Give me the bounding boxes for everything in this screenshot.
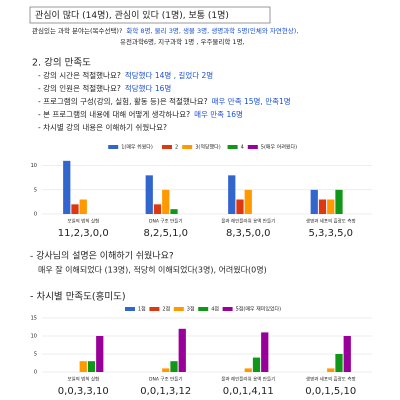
bar [145,175,153,214]
bar [252,357,261,372]
bar [71,204,79,214]
legend-swatch [247,145,258,149]
bar [261,332,269,372]
bar [170,209,178,214]
legend-label: 4점 [211,306,219,313]
section-title: 2. 강의 만족도 [32,58,91,69]
legend-label: 3점 [187,306,195,313]
category-value-label: 11,2,3,0,0 [58,228,109,239]
legend-swatch [108,145,119,149]
category-value-label: 5,3,3,5,0 [308,228,353,239]
bar [178,328,186,372]
legend-swatch [227,145,238,149]
bar [236,199,244,214]
legend-swatch [162,145,172,149]
bar [87,361,96,372]
question-line: - 차시별 강의 내용은 이해하기 쉬웠나요? [38,122,167,132]
x-tick-label: 보일의 법칙 실험 [67,376,99,383]
bar [79,199,87,214]
y-tick-label: 10 [31,334,37,340]
question: - 강의 시간은 적절했나요? [38,70,121,80]
section-title: - 차시별 만족도(흥미도) [30,291,126,303]
question: - 강의 인원은 적절했나요? [38,83,121,93]
answer: 적당했다 14명 , 길었다 2명 [125,70,213,80]
question-line: - 강의 인원은 적절했나요? 적당했다 16명 [38,83,171,93]
legend-swatch [198,307,209,311]
bar [63,160,71,214]
question-line: - 강의 시간은 적절했나요? 적당했다 14명 , 길었다 2명 [38,70,213,80]
x-tick-label: 보일의 법칙 실험 [67,218,99,225]
bar [244,368,252,372]
answer-box [29,6,271,24]
bar [228,175,236,214]
legend-swatch [222,307,233,311]
bar [327,368,335,372]
y-tick-label: 0 [34,212,37,218]
question-line: - 본 프로그램의 내용에 대해 어떻게 생각하나요? 매우 만족 16명 [38,109,243,119]
bar [170,361,178,372]
category-value-label: 8,3,5,0,0 [226,228,271,239]
question-line: - 프로그램의 구성(강의, 실험, 활동 등)은 적절했나요? 매우 만족 15… [38,96,291,106]
legend-label: 5(매우 어려웠다) [261,144,297,151]
question: - 본 프로그램의 내용에 대해 어떻게 생각하나요? [38,109,190,119]
answer: 화학 8명, 물리 3명, 생물 3명, 생명과학 5명(인체와 자연현상), [126,26,298,35]
bar [335,189,343,214]
legend-label: 1점 [138,306,146,313]
interest-answer: 관심이 많다 (14명), 관심이 있다 (1명), 보통 (1명) [35,9,229,21]
y-tick-label: 5 [34,352,37,358]
question: - 프로그램의 구성(강의, 실험, 활동 등)은 적절했나요? [38,96,208,106]
x-tick-label: 생명과 세포의 흡광도 측정 [306,218,356,225]
x-tick-label: 생명과 세포의 흡광도 측정 [306,376,356,383]
legend-label: 4 [241,145,244,151]
bar [153,204,162,214]
legend-label: 3(적당했다) [195,144,221,151]
legend-swatch [149,307,160,311]
category-value-label: 0,0,1,4,11 [223,386,274,397]
bar [244,189,252,214]
x-tick-label: 물과 레인플라워 용액 만들기 [221,218,275,225]
x-tick-label: DNA 구조 만들기 [149,218,182,225]
y-tick-label: 5 [34,187,37,193]
legend-swatch [182,145,193,149]
x-tick-label: DNA 구조 만들기 [149,376,182,383]
bar [343,336,351,372]
question: - 강사님의 설명은 이해하기 쉬웠나요? [30,251,174,262]
interest-field: 관심있는 과학 분야는(복수선택)? 화학 8명, 물리 3명, 생물 3명, 생… [32,26,298,35]
category-value-label: 8,2,5,1,0 [143,228,188,239]
category-value-label: 0,0,3,3,10 [58,386,109,397]
answer: 매우 잘 이해되었다 (13명), 적당히 이해되었다(3명), 어려웠다(0명… [38,265,267,275]
question: 관심있는 과학 분야는(복수선택)? [32,26,122,35]
y-tick-label: 0 [34,370,37,376]
bar [162,189,170,214]
answer: 매우 만족 16명 [194,109,243,119]
bar [318,199,327,214]
y-tick-label: 15 [31,316,37,322]
legend-swatch [173,307,184,311]
category-value-label: 0,0,1,5,10 [305,386,356,397]
bar [335,354,343,372]
legend-label: 5점(매우 재미있었다) [236,306,282,313]
bar [162,368,170,372]
bar [327,199,335,214]
question: - 차시별 강의 내용은 이해하기 쉬웠나요? [38,122,167,132]
answer: 유전과학6명, 지구과학 1명 , 우주물리학 1명, [120,37,245,46]
legend-swatch [125,307,135,311]
category-value-label: 0,0,1,3,12 [140,386,191,397]
bar [79,361,87,372]
bar [96,336,104,372]
answer: 매우 만족 15명, 만족1명 [212,96,291,106]
bar [310,189,318,214]
answer: 적당했다 16명 [125,83,171,93]
y-tick-label: 10 [31,163,37,169]
legend-label: 1(매우 쉬웠다) [121,144,153,151]
legend-label: 2 [175,145,178,151]
x-tick-label: 물과 레인플라워 용액 만들기 [221,376,275,383]
legend-label: 2점 [162,306,170,313]
